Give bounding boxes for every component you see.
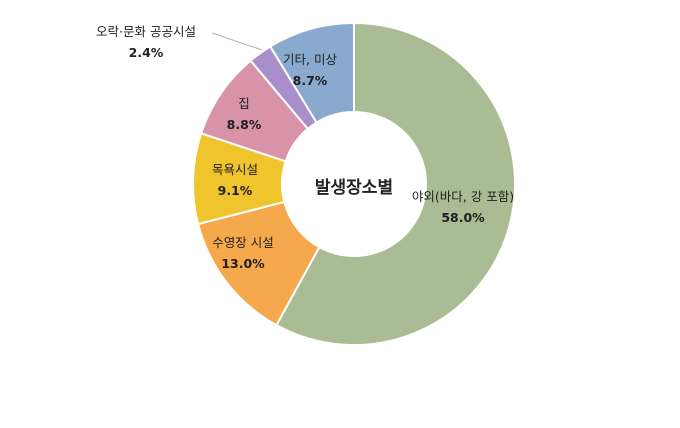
slice-value-outdoor: 58.0%: [441, 210, 485, 225]
center-title: 발생장소별: [315, 178, 393, 198]
slice-value-home: 8.8%: [227, 117, 262, 132]
leader-line: [211, 32, 263, 51]
slice-label-bath: 목욕시설: [212, 162, 258, 177]
slice-value-swimming-pool: 13.0%: [221, 256, 265, 271]
slice-label-outdoor: 야외(바다, 강 포함): [412, 189, 514, 204]
slice-label-other-unknown: 기타, 미상: [283, 52, 337, 67]
slice-label-home: 집: [238, 96, 250, 111]
slice-outdoor: [275, 21, 516, 346]
labels-group: 야외(바다, 강 포함) 58.0% 수영장 시설 13.0% 목욕시설 9.1% 집 8.8…: [96, 24, 514, 271]
slices-group: [192, 21, 516, 346]
slice-label-swimming-pool: 수영장 시설: [212, 235, 273, 250]
slice-value-bath: 9.1%: [218, 183, 253, 198]
slice-other-unknown: [268, 21, 355, 124]
slice-label-entertainment-culture: 오락·문화 공공시설: [96, 24, 196, 39]
slice-value-other-unknown: 8.7%: [293, 73, 328, 88]
slice-value-entertainment-culture: 2.4%: [129, 45, 164, 60]
